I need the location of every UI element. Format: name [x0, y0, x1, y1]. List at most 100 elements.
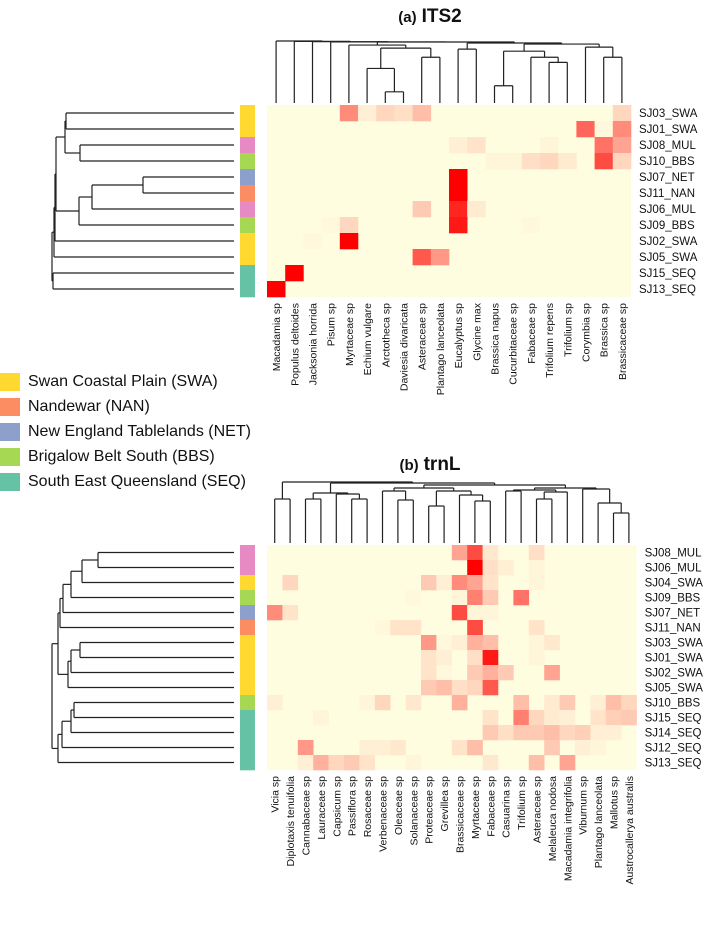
heatmap-cell	[544, 695, 560, 711]
legend-item-swa: Swan Coastal Plain (SWA)	[0, 369, 251, 394]
row-label: SJ11_NAN	[639, 188, 695, 200]
heatmap-cell	[467, 650, 483, 666]
legend-item-net: New England Tablelands (NET)	[0, 419, 251, 444]
heatmap-cell	[605, 710, 622, 726]
heatmap-cell	[374, 695, 391, 711]
heatmap-cell	[528, 545, 545, 561]
column-label: Diplotaxis tenuifolia	[285, 776, 297, 867]
column-label: Eucalyptus sp	[453, 303, 465, 369]
heatmap-cell	[513, 590, 530, 606]
heatmap-cell	[421, 650, 437, 666]
heatmap-cell	[436, 575, 453, 591]
heatmap-cell	[451, 590, 468, 606]
column-label: Macadamia sp	[271, 303, 283, 371]
heatmap-cell	[590, 695, 607, 711]
row-group-color-nan	[240, 185, 255, 202]
row-group-color-swa	[240, 650, 255, 666]
row-label: SJ10_BBS	[639, 156, 695, 168]
heatmap-cell	[449, 137, 468, 154]
row-group-color-seq	[240, 265, 255, 282]
column-label: Myrtaceae sp	[344, 303, 356, 366]
column-label: Plantago lanceolata	[593, 776, 605, 868]
heatmap-cell	[482, 560, 499, 576]
row-label: SJ08_MUL	[639, 140, 696, 152]
row-label: SJ06_MUL	[645, 563, 702, 575]
heatmap-cell	[498, 560, 514, 576]
heatmap-cell	[451, 695, 468, 711]
row-group-color-mul	[240, 560, 255, 576]
legend-item-seq: South East Queensland (SEQ)	[0, 469, 251, 494]
row-label: SJ01_SWA	[639, 124, 698, 136]
heatmap-cell	[374, 620, 391, 636]
legend-swatch	[0, 372, 20, 391]
row-group-color-swa	[240, 105, 255, 122]
column-label: Fabaceae sp	[485, 776, 497, 837]
heatmap-cell	[594, 121, 614, 138]
column-label: Melaleuca nodosa	[547, 776, 559, 861]
heatmap-cell	[482, 680, 499, 696]
row-label: SJ02_SWA	[645, 668, 704, 680]
heatmap-cell	[449, 185, 468, 202]
column-label: Brassica napus	[490, 303, 502, 375]
title-marker: ITS2	[422, 6, 462, 27]
heatmap-cell	[528, 620, 545, 636]
legend-label: Brigalow Belt South (BBS)	[28, 447, 215, 465]
heatmap-cell	[544, 725, 560, 741]
heatmap-cell	[405, 590, 422, 606]
row-group-color-seq	[240, 281, 255, 298]
heatmap-cell	[390, 740, 406, 756]
legend-item-bbs: Brigalow Belt South (BBS)	[0, 444, 251, 469]
heatmap-cell	[482, 665, 499, 681]
column-label: Capsicum sp	[331, 776, 343, 837]
heatmap-cell	[449, 169, 468, 186]
heatmap-cell	[421, 575, 437, 591]
row-label: SJ12_SEQ	[645, 743, 702, 755]
column-label: Jacksonia horrida	[308, 303, 320, 385]
heatmap-cell	[405, 620, 422, 636]
heatmap-cell	[358, 105, 377, 122]
legend-swatch	[0, 472, 20, 491]
column-label: Asteraceae sp	[532, 776, 544, 843]
column-label: Mallotus sp	[609, 776, 621, 829]
legend-item-nan: Nandewar (NAN)	[0, 394, 251, 419]
row-label: SJ14_SEQ	[645, 728, 702, 740]
heatmap-cell	[544, 665, 560, 681]
column-label: Plantago lanceolata	[435, 303, 447, 395]
heatmap-cell	[451, 635, 468, 651]
row-group-color-swa	[240, 575, 255, 591]
heatmap-cell	[513, 725, 530, 741]
column-label: Casuarina sp	[501, 776, 513, 838]
row-label: SJ06_MUL	[639, 204, 696, 216]
row-group-color-net	[240, 605, 255, 621]
heatmap-cell	[421, 635, 437, 651]
column-label: Pisum sp	[326, 303, 338, 346]
row-group-color-swa	[240, 233, 255, 250]
heatmap-cell	[498, 725, 514, 741]
row-label: SJ15_SEQ	[639, 268, 696, 280]
row-group-color-swa	[240, 635, 255, 651]
heatmap-cell	[558, 153, 577, 170]
column-label: Trifolium sp	[516, 776, 528, 830]
heatmap-cell	[467, 740, 483, 756]
heatmap-cell	[412, 105, 432, 122]
legend-label: New England Tablelands (NET)	[28, 422, 251, 440]
heatmap-cell	[328, 755, 345, 771]
column-label: Fabaceae sp	[526, 303, 538, 364]
title-prefix: (b)	[399, 457, 418, 474]
heatmap-cell	[528, 575, 545, 591]
legend-label: Swan Coastal Plain (SWA)	[28, 372, 218, 390]
heatmap-cell	[421, 680, 437, 696]
row-group-color-seq	[240, 755, 255, 771]
row-label: SJ10_BBS	[645, 698, 701, 710]
heatmap-cell	[467, 560, 483, 576]
row-label: SJ01_SWA	[645, 653, 704, 665]
title-marker: trnL	[424, 454, 461, 475]
column-label: Austrocallerya australis	[624, 776, 636, 885]
row-group-color-bbs	[240, 217, 255, 234]
column-label: Asteraceae sp	[417, 303, 429, 370]
heatmap-cell	[449, 217, 468, 234]
heatmap-cell	[576, 121, 595, 138]
row-label: SJ03_SWA	[645, 638, 704, 650]
row-label: SJ09_BBS	[645, 593, 701, 605]
